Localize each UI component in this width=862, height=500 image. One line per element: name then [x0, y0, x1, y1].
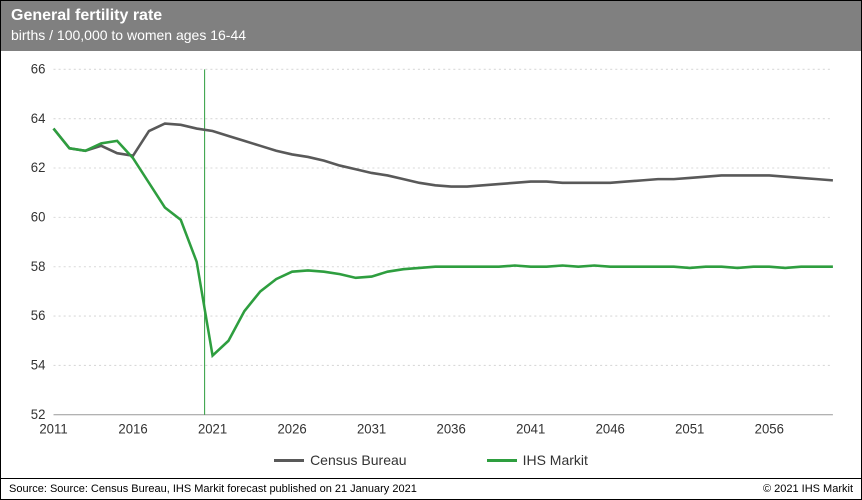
svg-text:2016: 2016 — [118, 421, 147, 436]
legend-label: IHS Markit — [523, 452, 588, 468]
svg-text:2031: 2031 — [357, 421, 386, 436]
chart-plot-area: 52 54 56 58 60 62 64 66 2011 2016 2021 2026 2031 2036… — [1, 51, 861, 446]
copyright-text: © 2021 IHS Markit — [763, 483, 853, 495]
svg-text:2041: 2041 — [516, 421, 545, 436]
chart-footer: Source: Source: Census Bureau, IHS Marki… — [1, 478, 861, 499]
legend-swatch — [274, 459, 304, 462]
svg-text:2036: 2036 — [437, 421, 466, 436]
chart-subtitle: births / 100,000 to women ages 16-44 — [11, 27, 851, 43]
svg-text:64: 64 — [31, 111, 46, 126]
svg-text:62: 62 — [31, 160, 46, 175]
legend-label: Census Bureau — [310, 452, 407, 468]
svg-text:2046: 2046 — [596, 421, 625, 436]
svg-text:56: 56 — [31, 308, 46, 323]
svg-text:2021: 2021 — [198, 421, 227, 436]
svg-text:58: 58 — [31, 259, 46, 274]
svg-text:2056: 2056 — [755, 421, 784, 436]
source-text: Source: Source: Census Bureau, IHS Marki… — [9, 483, 417, 495]
chart-container: General fertility rate births / 100,000 … — [0, 0, 862, 500]
legend-item-census: Census Bureau — [274, 452, 407, 468]
svg-text:66: 66 — [31, 61, 46, 76]
svg-text:52: 52 — [31, 407, 46, 422]
legend-item-ihs: IHS Markit — [487, 452, 588, 468]
svg-text:2026: 2026 — [277, 421, 306, 436]
chart-legend: Census Bureau IHS Markit — [1, 446, 861, 478]
svg-text:2051: 2051 — [675, 421, 704, 436]
svg-text:2011: 2011 — [39, 421, 67, 436]
svg-text:54: 54 — [31, 357, 46, 372]
chart-header: General fertility rate births / 100,000 … — [1, 1, 861, 51]
chart-title: General fertility rate — [11, 7, 851, 25]
svg-text:60: 60 — [31, 209, 46, 224]
legend-swatch — [487, 459, 517, 462]
chart-svg: 52 54 56 58 60 62 64 66 2011 2016 2021 2026 2031 2036… — [11, 61, 841, 446]
